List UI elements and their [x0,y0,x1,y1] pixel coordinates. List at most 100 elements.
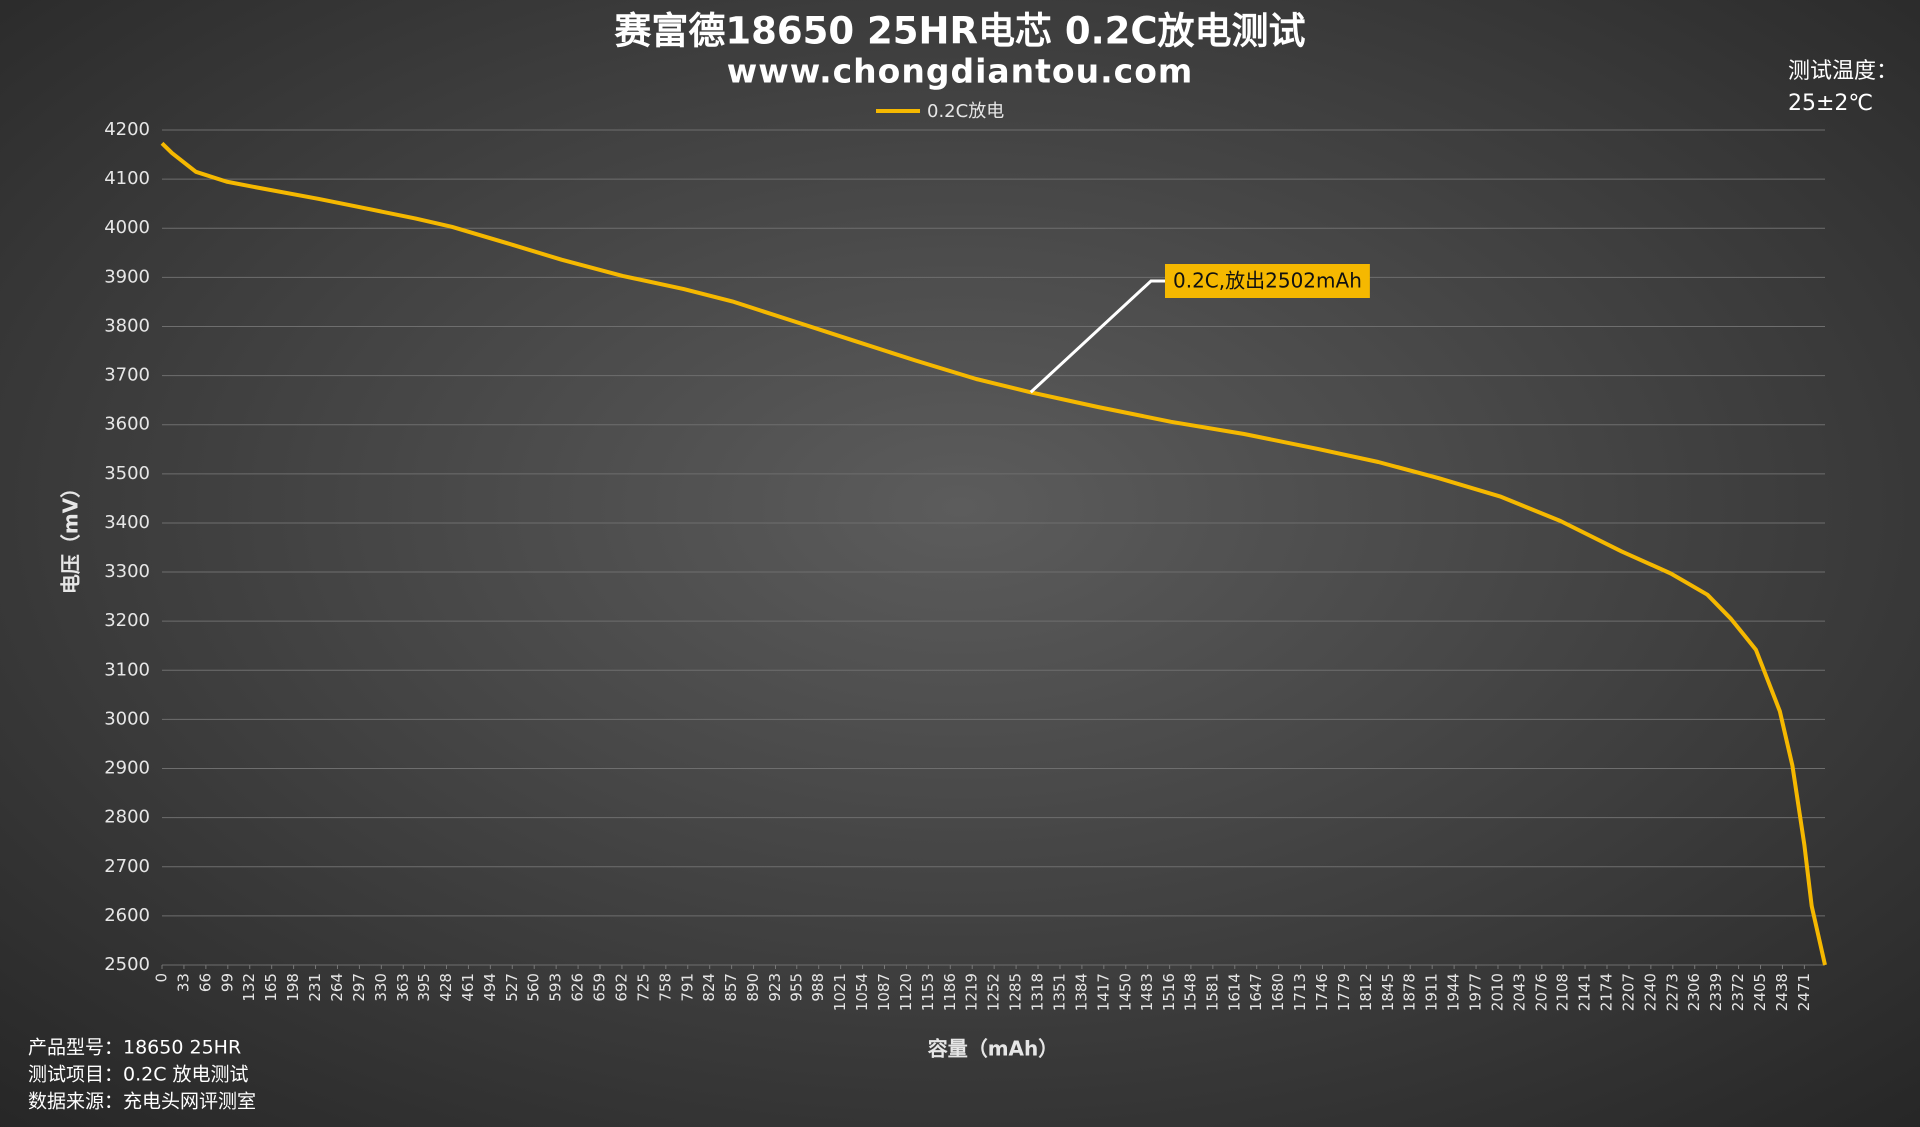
y-tick-label: 2600 [104,905,150,926]
x-tick-label: 725 [634,973,652,1002]
x-tick-label: 2076 [1532,973,1550,1011]
x-tick-label: 1120 [897,973,915,1011]
note: 数据来源：充电头网评测室 [28,1091,256,1113]
note: 产品型号：18650 25HR [28,1037,241,1059]
x-tick-label: 1186 [941,973,959,1011]
x-tick-label: 593 [547,973,565,1002]
x-tick-label: 1417 [1094,973,1112,1011]
x-tick-label: 1581 [1203,973,1221,1011]
annotation-box [1165,264,1370,298]
x-tick-label: 1680 [1269,973,1287,1011]
x-tick-label: 1021 [831,973,849,1011]
y-tick-label: 3500 [104,463,150,484]
x-tick-label: 791 [678,973,696,1002]
x-tick-label: 758 [656,973,674,1002]
x-tick-label: 1614 [1225,973,1243,1011]
x-tick-label: 1713 [1291,973,1309,1011]
y-tick-label: 4000 [104,217,150,238]
x-tick-label: 1548 [1181,973,1199,1011]
x-tick-label: 955 [787,973,805,1002]
x-tick-label: 1746 [1313,973,1331,1011]
y-tick-label: 2900 [104,758,150,779]
y-tick-label: 3300 [104,561,150,582]
x-tick-label: 1054 [853,973,871,1011]
y-tick-label: 3700 [104,365,150,386]
y-tick-label: 2700 [104,856,150,877]
x-tick-label: 1516 [1160,973,1178,1011]
x-tick-label: 1845 [1379,973,1397,1011]
x-tick-label: 2438 [1773,973,1791,1011]
x-tick-label: 1351 [1050,973,1068,1011]
x-tick-label: 2207 [1619,973,1637,1011]
x-tick-label: 2306 [1685,973,1703,1011]
x-tick-label: 2471 [1795,973,1813,1011]
x-tick-label: 165 [262,973,280,1002]
x-tick-label: 824 [700,973,718,1002]
x-tick-label: 2043 [1510,973,1528,1011]
x-tick-label: 1779 [1335,973,1353,1011]
x-tick-label: 395 [415,973,433,1002]
x-tick-label: 626 [569,973,587,1002]
note: 测试项目：0.2C 放电测试 [28,1064,249,1086]
x-tick-label: 1977 [1467,973,1485,1011]
chart-subtitle: www.chongdiantou.com [727,52,1194,91]
x-tick-label: 363 [394,973,412,1002]
x-tick-label: 2405 [1751,973,1769,1011]
legend-label: 0.2C放电 [927,101,1004,122]
x-tick-label: 2240 [1641,973,1659,1011]
x-tick-label: 890 [744,973,762,1002]
x-tick-label: 2339 [1707,973,1725,1011]
y-tick-label: 3800 [104,315,150,336]
annotation-leader [1029,279,1165,394]
x-tick-label: 297 [350,973,368,1002]
x-tick-label: 1812 [1357,973,1375,1011]
x-tick-label: 66 [196,973,214,992]
y-tick-label: 2800 [104,807,150,828]
y-tick-label: 3200 [104,610,150,631]
side-note: 测试温度： [1788,59,1898,84]
x-tick-label: 1647 [1247,973,1265,1011]
annotation: 0.2C,放出2502mAh [1173,269,1362,293]
y-tick-label: 3100 [104,659,150,680]
x-tick-label: 428 [437,973,455,1002]
y-tick-label: 3400 [104,512,150,533]
y-axis-label: 电压（mV） [59,478,83,594]
x-tick-label: 2010 [1488,973,1506,1011]
y-tick-label: 2500 [104,954,150,975]
x-tick-label: 1878 [1401,973,1419,1011]
x-tick-label: 2372 [1729,973,1747,1011]
x-tick-label: 2273 [1663,973,1681,1011]
x-tick-label: 1483 [1138,973,1156,1011]
x-tick-label: 264 [328,973,346,1002]
data-line [160,141,1827,966]
x-tick-label: 659 [591,973,609,1002]
x-tick-label: 33 [174,973,192,992]
y-tick-label: 3900 [104,266,150,287]
x-axis-label: 容量（mAh） [928,1037,1059,1061]
x-tick-label: 0 [153,973,171,983]
x-tick-label: 2141 [1576,973,1594,1011]
x-tick-label: 923 [766,973,784,1002]
x-tick-label: 132 [240,973,258,1002]
x-tick-label: 1219 [963,973,981,1011]
x-tick-label: 1153 [919,973,937,1011]
x-tick-label: 527 [503,973,521,1002]
chart-title: 赛富德18650 25HR电芯 0.2C放电测试 [614,10,1305,53]
x-tick-label: 1318 [1029,973,1047,1011]
x-tick-label: 2108 [1554,973,1572,1011]
x-tick-label: 494 [481,973,499,1002]
x-tick-label: 231 [306,973,324,1002]
x-tick-label: 1285 [1007,973,1025,1011]
x-tick-label: 2174 [1597,973,1615,1011]
x-tick-label: 198 [284,973,302,1002]
x-tick-label: 1252 [985,973,1003,1011]
x-tick-label: 692 [612,973,630,1002]
x-tick-label: 1384 [1072,973,1090,1011]
x-tick-label: 560 [525,973,543,1002]
x-tick-label: 99 [218,973,236,992]
y-tick-label: 3000 [104,708,150,729]
x-tick-label: 1087 [875,973,893,1011]
